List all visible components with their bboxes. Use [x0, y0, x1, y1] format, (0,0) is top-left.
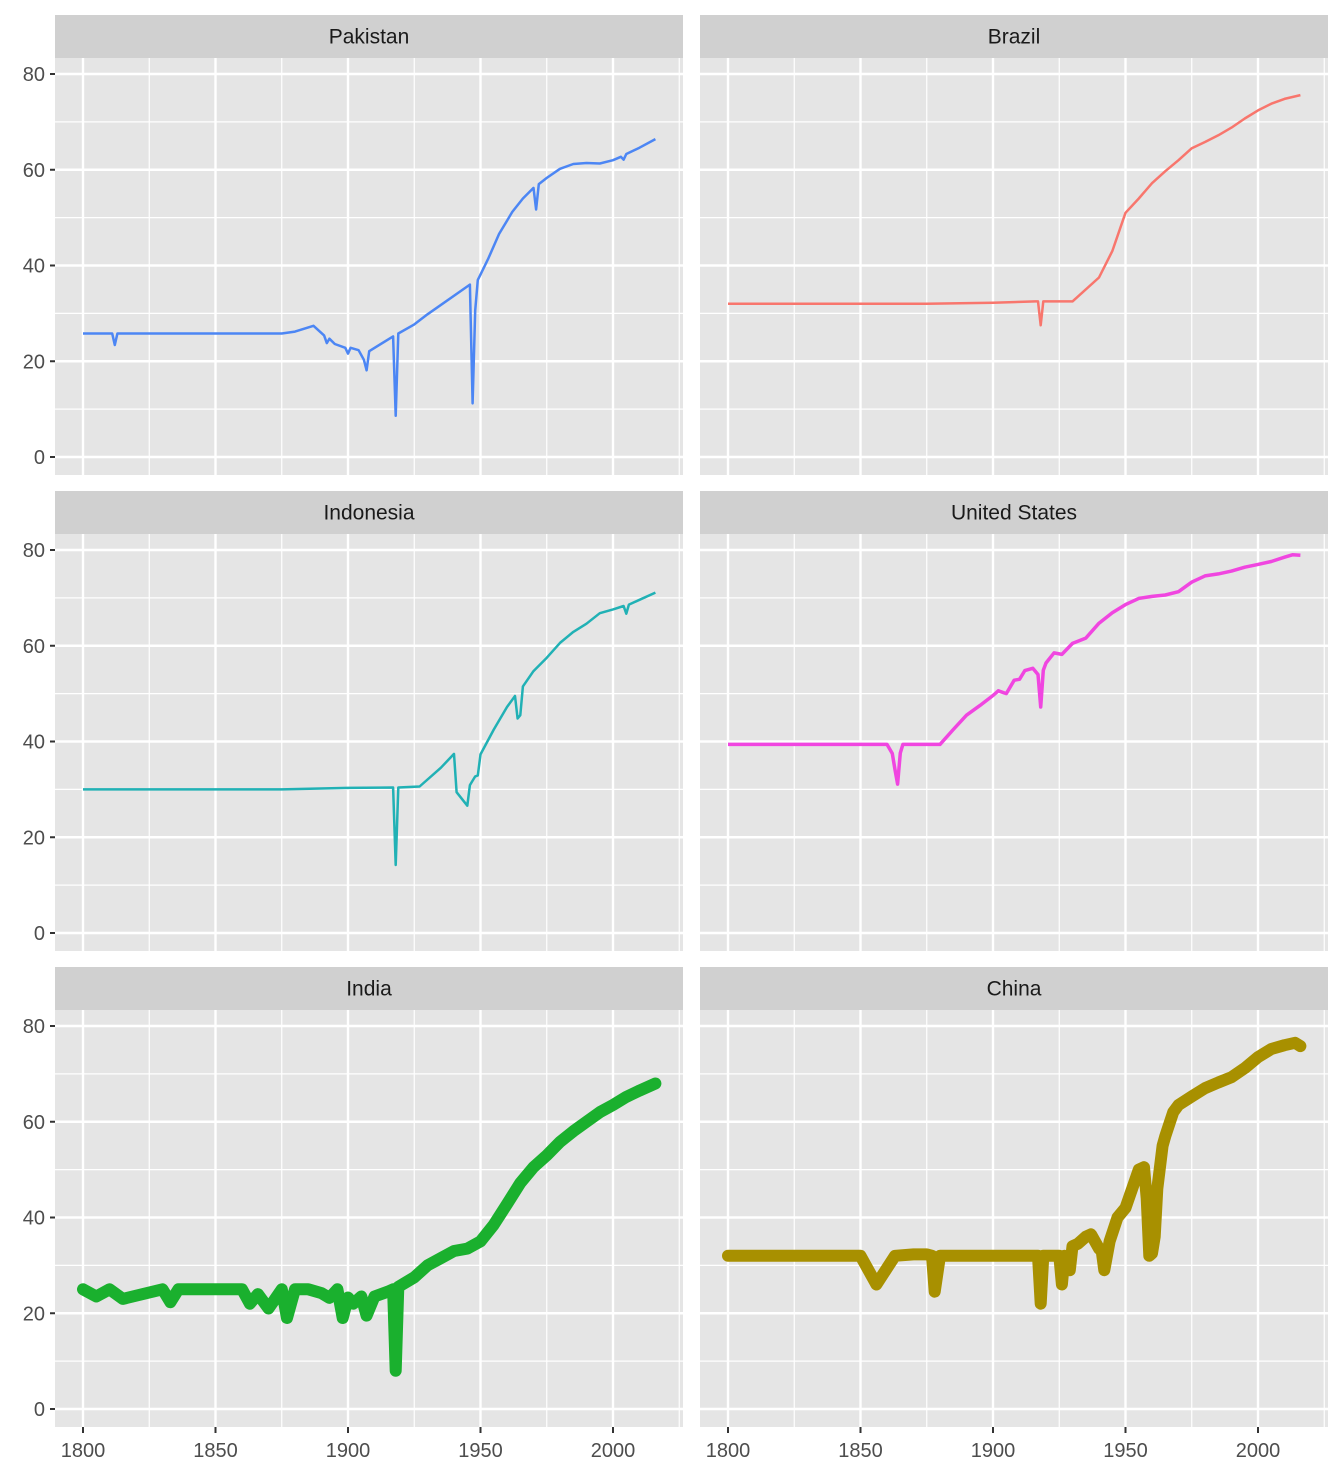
x-tick-label: 1850 [193, 1440, 238, 1462]
y-tick-label: 80 [23, 1016, 45, 1038]
facet-panel: Indonesia [55, 491, 683, 951]
y-tick-label: 80 [23, 64, 45, 86]
x-tick-label: 1900 [326, 1440, 371, 1462]
x-tick-label: 1800 [61, 1440, 106, 1462]
facet-strip [55, 15, 683, 58]
series-line [83, 138, 656, 418]
axes-layer: 0 20 40 60 80 0 20 40 60 80 0 20 40 60 80 1800 1850 1900 1… [23, 64, 1281, 1462]
facet-strip [55, 967, 683, 1010]
facet-panel: United States [700, 491, 1328, 951]
y-tick-label: 60 [23, 1112, 45, 1134]
gridlines [700, 1010, 1328, 1427]
y-tick-label: 40 [23, 256, 45, 278]
y-tick-label: 20 [23, 1303, 45, 1325]
series-line [728, 93, 1301, 327]
x-tick-label: 1800 [706, 1440, 751, 1462]
facet-strip [700, 15, 1328, 58]
facet-panel: Pakistan [55, 15, 683, 475]
y-tick-label: 0 [34, 923, 45, 945]
facet-strip [700, 491, 1328, 534]
facet-title: United States [951, 502, 1077, 525]
x-tick-label: 1950 [1103, 1440, 1148, 1462]
x-tick-label: 2000 [1236, 1440, 1281, 1462]
series-line [77, 1077, 662, 1377]
panels-layer: Pakistan Brazil Indonesia United States Indi… [55, 15, 1328, 1427]
x-tick-label: 1850 [838, 1440, 883, 1462]
facet-strip [700, 967, 1328, 1010]
facet-strip [55, 491, 683, 534]
y-tick-label: 0 [34, 1399, 45, 1421]
facet-title: India [346, 978, 392, 1001]
facet-title: China [987, 978, 1042, 1001]
x-tick-label: 1900 [971, 1440, 1016, 1462]
series-line [83, 591, 656, 867]
y-tick-label: 60 [23, 636, 45, 658]
facet-title: Brazil [988, 26, 1041, 49]
y-tick-label: 40 [23, 1208, 45, 1230]
gridlines [700, 534, 1328, 951]
x-tick-label: 1950 [458, 1440, 503, 1462]
y-tick-label: 40 [23, 732, 45, 754]
y-tick-label: 60 [23, 160, 45, 182]
series-line [722, 1036, 1307, 1310]
series-line [728, 553, 1301, 786]
y-tick-label: 20 [23, 351, 45, 373]
facet-panel: India [55, 967, 683, 1427]
facet-panel: Brazil [700, 15, 1328, 475]
y-tick-label: 80 [23, 540, 45, 562]
y-tick-label: 20 [23, 827, 45, 849]
gridlines [55, 1010, 683, 1427]
facet-title: Pakistan [329, 26, 410, 49]
gridlines [700, 58, 1328, 475]
y-tick-label: 0 [34, 447, 45, 469]
facet-panel: China [700, 967, 1328, 1427]
x-tick-label: 2000 [591, 1440, 636, 1462]
gridlines [55, 534, 683, 951]
facet-title: Indonesia [323, 502, 414, 525]
